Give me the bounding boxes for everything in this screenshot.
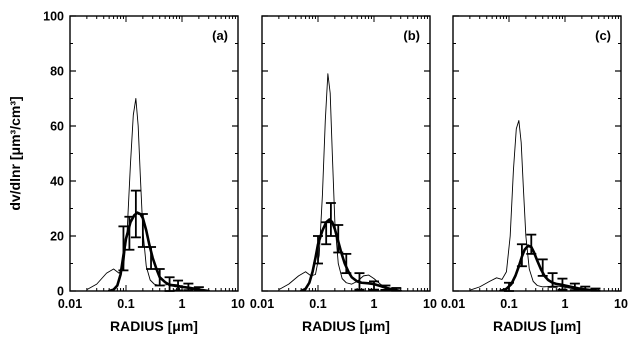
x-tick-label: 0.01 [250, 297, 274, 311]
error-bar [154, 268, 165, 287]
plot-frame [452, 15, 622, 292]
panel-c: 0.01 0.1 1 10 RADIUS [μm] (c) [441, 15, 628, 334]
x-tick-label: 10 [231, 297, 245, 311]
x-axis-title: RADIUS [μm] [302, 318, 390, 334]
error-bar [537, 258, 548, 277]
error-bar [380, 284, 391, 291]
y-tick-label: 80 [50, 65, 64, 79]
thin-curve [469, 120, 592, 291]
error-bar [313, 235, 323, 265]
error-bar [341, 252, 352, 275]
plot-frame [69, 15, 239, 292]
error-bar [369, 280, 379, 291]
y-tick-label: 20 [50, 230, 64, 244]
panel-label: (c) [595, 28, 611, 43]
error-bar [321, 221, 332, 246]
x-tick-label: 1 [371, 297, 378, 311]
error-bar [557, 277, 568, 291]
x-axis-title: RADIUS [μm] [110, 318, 198, 334]
thick-curve [299, 218, 403, 291]
error-bar [164, 276, 175, 292]
panel-a: 0 20 40 60 80 100 0.01 0.1 1 10 RADIUS [μm] dv/dlnr… [7, 10, 245, 335]
error-bar [325, 202, 336, 237]
error-bar [580, 285, 591, 292]
y-tick-label: 0 [57, 285, 64, 299]
error-bar [183, 282, 194, 292]
y-tick-label: 40 [50, 175, 64, 189]
panel-b: 0.01 0.1 1 10 RADIUS [μm] (b) [250, 15, 437, 334]
x-tick-label: 0.01 [58, 297, 82, 311]
x-tick-label: 0.1 [117, 297, 134, 311]
error-bar [547, 272, 558, 288]
plot-frame [261, 15, 431, 292]
error-bar [118, 225, 129, 272]
x-tick-label: 0.01 [441, 297, 465, 311]
error-bar [333, 224, 344, 254]
thin-curve [86, 98, 209, 291]
error-bar [569, 282, 580, 292]
error-bar [516, 243, 527, 268]
error-bar [130, 189, 141, 239]
x-tick-label: 0.1 [309, 297, 326, 311]
error-bar [146, 246, 157, 270]
x-axis-title: RADIUS [μm] [493, 318, 581, 334]
panel-label: (a) [212, 28, 228, 43]
y-axis-title: dv/dlnr [μm³/cm³] [7, 96, 23, 210]
x-tick-label: 10 [423, 297, 437, 311]
panel-label: (b) [403, 28, 420, 43]
x-tick-label: 0.1 [500, 297, 517, 311]
error-bar [526, 233, 537, 255]
error-bar [391, 287, 402, 292]
error-bar [354, 272, 365, 291]
x-tick-label: 1 [179, 297, 186, 311]
error-bar [173, 279, 184, 292]
error-bar [504, 281, 514, 292]
x-tick-label: 10 [614, 297, 628, 311]
y-tick-label: 100 [43, 10, 64, 24]
thin-curve [278, 73, 397, 291]
x-tick-label: 1 [562, 297, 569, 311]
error-bar [590, 287, 601, 292]
thick-curve [499, 244, 601, 291]
y-tick-label: 60 [50, 120, 64, 134]
error-bar [193, 286, 204, 292]
error-bar [124, 215, 135, 251]
